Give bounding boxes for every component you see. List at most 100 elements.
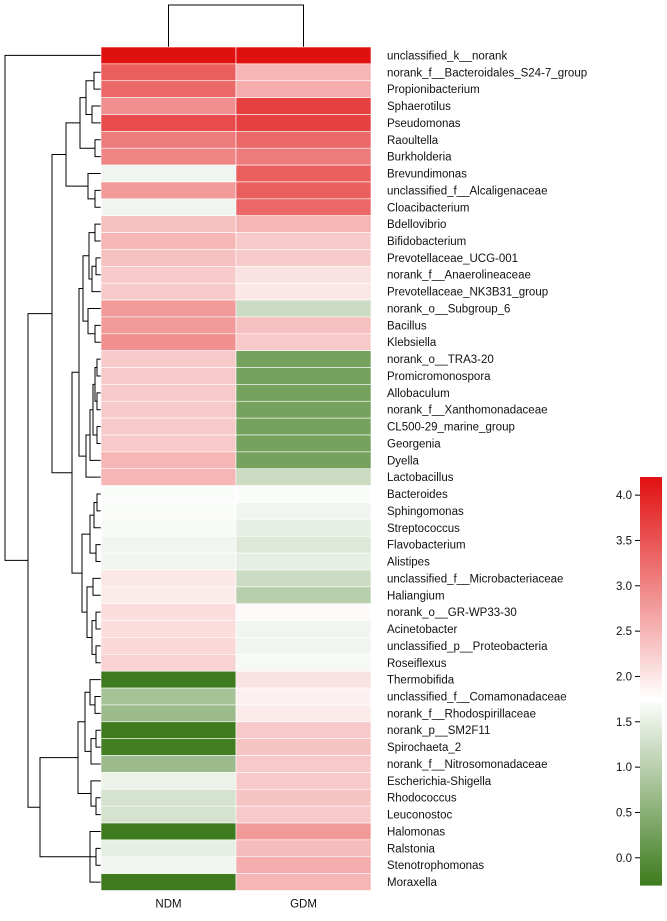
row-dendrogram-branch: [4, 54, 101, 561]
colorbar-gradient-segment: [640, 817, 662, 821]
colorbar-gradient-segment: [640, 776, 662, 781]
colorbar-gradient-segment: [640, 779, 662, 784]
heatmap-cell: [100, 772, 237, 790]
heatmap-cell: [100, 721, 237, 739]
heatmap-cell: [100, 738, 237, 756]
heatmap-cell: [100, 282, 237, 301]
row-label: Sphingomonas: [387, 506, 464, 518]
colorbar-gradient-segment: [640, 657, 662, 662]
row-label: Propionibacterium: [387, 84, 480, 96]
colorbar-gradient-segment: [640, 769, 662, 774]
colorbar-gradient-segment: [640, 541, 662, 546]
row-dendrogram-branch: [94, 139, 101, 158]
heatmap-cell: [235, 620, 372, 638]
row-label: norank_o__TRA3-20: [387, 354, 494, 366]
row-label: Promicromonospora: [387, 371, 491, 383]
row-label: Pseudomonas: [387, 118, 461, 130]
heatmap-cell: [235, 637, 372, 655]
heatmap-cell: [235, 755, 372, 773]
row-label: Raoultella: [387, 135, 439, 147]
row-dendrogram-branch: [92, 577, 101, 596]
column-label: GDM: [290, 899, 317, 911]
heatmap-cell: [235, 266, 372, 284]
colorbar-gradient-segment: [640, 749, 662, 753]
heatmap-cell: [235, 350, 372, 368]
row-dendrogram-branch: [94, 223, 101, 242]
heatmap-cell: [235, 552, 372, 571]
heatmap-cell: [100, 603, 237, 621]
colorbar-gradient-segment: [640, 742, 662, 747]
heatmap-cell: [100, 839, 237, 858]
heatmap-cell: [235, 603, 372, 621]
colorbar-gradient-segment: [640, 766, 662, 770]
row-label: unclassified_f__Microbacteriaceae: [387, 573, 563, 585]
row-dendrogram-branch: [96, 493, 101, 512]
row-dendrogram-branch: [39, 757, 84, 858]
colorbar-gradient-segment: [640, 698, 662, 702]
heatmap-cell: [100, 333, 237, 351]
heatmap-cell: [100, 384, 237, 402]
colorbar-gradient-segment: [640, 664, 662, 668]
colorbar-gradient-segment: [640, 772, 662, 777]
heatmap-cell: [100, 434, 237, 453]
row-dendrogram-branch: [91, 620, 96, 655]
row-label: norank_f__Bacteroidales_S24-7_group: [387, 67, 587, 79]
colorbar-gradient-segment: [640, 820, 662, 825]
row-label: Allobaculum: [387, 388, 450, 400]
colorbar-tick-label: 0.5: [616, 807, 632, 819]
colorbar-gradient-segment: [640, 504, 662, 509]
colorbar-gradient-segment: [640, 500, 662, 505]
colorbar-gradient-segment: [640, 643, 662, 648]
colorbar-gradient-segment: [640, 674, 662, 679]
heatmap-cell: [100, 502, 237, 520]
heatmap-cell: [100, 215, 237, 233]
heatmap-cell: [235, 721, 372, 739]
heatmap-cell: [100, 97, 237, 115]
heatmap-cell: [100, 46, 237, 65]
row-dendrogram-branch: [96, 392, 101, 411]
heatmap-cell: [235, 63, 372, 82]
colorbar-gradient-segment: [640, 538, 662, 543]
colorbar-gradient-segment: [640, 670, 662, 675]
colorbar-gradient-segment: [640, 752, 662, 757]
colorbar-gradient-segment: [640, 616, 662, 621]
row-dendrogram-branch: [94, 695, 101, 714]
row-label: unclassified_f__Comamonadaceae: [387, 691, 567, 703]
row-label: norank_o__GR-WP33-30: [387, 607, 517, 619]
heatmap-cell: [100, 704, 237, 723]
colorbar-gradient-segment: [640, 521, 662, 526]
colorbar-gradient-segment: [640, 732, 662, 736]
row-label: Georgenia: [387, 438, 441, 450]
row-label: Bacillus: [387, 320, 427, 332]
heatmap-cell: [100, 400, 237, 419]
colorbar-gradient-segment: [640, 735, 662, 740]
colorbar-gradient-segment: [640, 565, 662, 570]
colorbar-gradient-segment: [640, 511, 662, 515]
heatmap-cell: [235, 788, 372, 807]
colorbar-gradient-segment: [640, 623, 662, 628]
heatmap-cell: [235, 839, 372, 858]
colorbar-gradient-segment: [640, 626, 662, 631]
heatmap-cell: [235, 215, 372, 233]
colorbar-gradient-segment: [640, 786, 662, 791]
colorbar-gradient-segment: [640, 497, 662, 502]
colorbar-gradient-segment: [640, 745, 662, 750]
colorbar-gradient-segment: [640, 847, 662, 852]
heatmap-cell: [235, 367, 372, 385]
heatmap-cell: [235, 485, 372, 503]
row-label: Escherichia-Shigella: [387, 776, 492, 788]
row-dendrogram-branch: [94, 189, 101, 208]
heatmap-cell: [100, 805, 237, 824]
colorbar-gradient-segment: [640, 759, 662, 764]
heatmap-cell: [100, 299, 237, 318]
colorbar-gradient-segment: [640, 582, 662, 587]
colorbar-gradient-segment: [640, 830, 662, 835]
heatmap-cell: [100, 654, 237, 672]
row-labels: unclassified_k__norank norank_f__Bacteroi…: [387, 50, 587, 889]
row-dendrogram-branch: [95, 847, 101, 866]
row-label: Brevundimonas: [387, 169, 467, 181]
heatmap-cell: [100, 788, 237, 807]
colorbar-gradient-segment: [640, 487, 662, 492]
colorbar-gradient-segment: [640, 633, 662, 638]
heatmap-cell: [235, 131, 372, 149]
